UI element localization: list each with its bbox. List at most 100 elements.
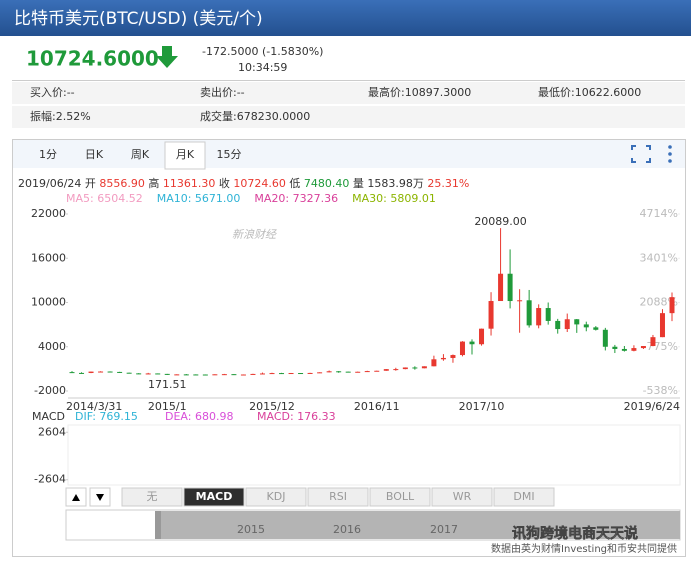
- candle-body: [279, 373, 285, 375]
- candle-body: [269, 373, 275, 375]
- low-label: 171.51: [148, 378, 187, 391]
- y2-tick-label: 3401%: [640, 251, 678, 264]
- candle-body: [183, 374, 189, 376]
- candle-body: [155, 373, 161, 375]
- indicator-tab[interactable]: [369, 487, 431, 507]
- menu-icon[interactable]: [668, 145, 672, 163]
- indicator-tab[interactable]: [183, 487, 245, 507]
- candle-body: [421, 366, 427, 369]
- candle-body: [650, 337, 656, 347]
- navigator-year: 2017: [430, 523, 458, 536]
- candle-body: [259, 373, 265, 375]
- candle-body: [117, 371, 123, 373]
- candle-body: [250, 373, 256, 375]
- x-tick-label: 2014/3/31: [66, 400, 122, 413]
- candle-body: [517, 300, 523, 302]
- y-tick-label: 4000: [38, 340, 66, 353]
- macd-tick-label: 2604: [38, 425, 66, 438]
- candle-body: [107, 371, 113, 373]
- high-label: 20089.00: [474, 215, 527, 228]
- candle-body: [355, 371, 361, 373]
- y-tick-label: 16000: [31, 251, 66, 264]
- candle-body: [450, 355, 456, 358]
- tab-bar: [13, 140, 685, 168]
- candle-body: [307, 372, 313, 374]
- info-key: 开: [85, 177, 96, 190]
- indicator-tab[interactable]: [307, 487, 369, 507]
- candle-body: [193, 374, 199, 376]
- title: 比特币美元(BTC/USD) (美元/个): [14, 9, 263, 29]
- tab[interactable]: 周K: [131, 148, 150, 161]
- indicator-tab[interactable]: [493, 487, 555, 507]
- tab[interactable]: 1分: [39, 148, 57, 161]
- navigator-year: 2016: [333, 523, 361, 536]
- tab[interactable]: 15分: [217, 148, 242, 161]
- up-icon: [72, 494, 80, 501]
- navigator-range[interactable]: [160, 511, 680, 539]
- legend-entry: MA20: 7327.36: [254, 192, 338, 205]
- navigator-year: 2015: [237, 523, 265, 536]
- y-tick-label: 22000: [31, 207, 66, 220]
- tab[interactable]: 日K: [85, 148, 104, 161]
- divider: [12, 80, 685, 81]
- candle-body: [336, 371, 342, 373]
- candle-body: [602, 329, 608, 347]
- quote-cell: 成交量:678230.0000: [200, 109, 310, 123]
- indicator-label: KDJ: [267, 490, 286, 503]
- info-value: 11361.30: [163, 177, 216, 190]
- footer: 数据由英为财情Investing和币安共同提供: [491, 542, 677, 555]
- info-value: 1583.98万: [367, 177, 424, 190]
- watermark: 新浪财经: [232, 228, 277, 241]
- candle-body: [564, 319, 570, 330]
- indicator-tab[interactable]: [431, 487, 493, 507]
- down-icon: [96, 494, 104, 501]
- candle-body: [98, 371, 104, 373]
- chart-frame: [12, 139, 686, 557]
- x-tick-label: 2015/1: [148, 400, 187, 413]
- time: 10:34:59: [238, 61, 287, 74]
- candle-body: [240, 374, 246, 376]
- candle-body: [88, 371, 94, 373]
- overlay-watermark: 讯狗跨境电商天天说: [512, 525, 638, 542]
- tab[interactable]: 月K: [176, 148, 195, 161]
- navigator-handle[interactable]: [155, 511, 161, 539]
- y2-tick-label: 2088%: [640, 296, 678, 309]
- candle-body: [174, 374, 180, 376]
- info-key: 低: [289, 177, 300, 190]
- candle-body: [659, 313, 665, 338]
- candle-body: [640, 346, 646, 349]
- candle-body: [317, 372, 323, 374]
- x-tick-label: 2016/11: [354, 400, 400, 413]
- row-bg: [12, 106, 685, 128]
- indicator-label: MACD: [196, 490, 233, 503]
- down-arrow: [156, 46, 178, 68]
- indicator-tab[interactable]: [121, 487, 183, 507]
- indicator-tab[interactable]: [245, 487, 307, 507]
- candle-body: [298, 373, 304, 375]
- info-date: 2019/06/24: [18, 177, 81, 190]
- indicator-label: BOLL: [386, 490, 415, 503]
- info-value: 10724.60: [233, 177, 286, 190]
- quote-cell: 买入价:--: [30, 86, 75, 99]
- candle-body: [536, 308, 542, 326]
- candle-body: [136, 373, 142, 375]
- indicator-label: RSI: [329, 490, 347, 503]
- fullscreen-icon[interactable]: [631, 145, 651, 163]
- candle-body: [488, 301, 494, 329]
- x-tick-label: 2017/10: [459, 400, 505, 413]
- candle-body: [212, 374, 218, 376]
- y2-tick-label: -538%: [643, 384, 678, 397]
- y-tick-label: 10000: [31, 296, 66, 309]
- info-value: 8556.90: [99, 177, 145, 190]
- candle-body: [383, 369, 389, 371]
- info-key: 量: [353, 177, 364, 190]
- candle-body: [669, 297, 675, 314]
- candle-body: [126, 372, 132, 374]
- macd-dif: DIF: 769.15: [75, 410, 138, 423]
- info-line: 2019/06/24 开 8556.90 高 11361.30 收 10724.…: [18, 176, 469, 190]
- candle-body: [545, 308, 551, 321]
- candle-body: [345, 371, 351, 373]
- candle-body: [374, 370, 380, 372]
- candle-body: [145, 373, 151, 375]
